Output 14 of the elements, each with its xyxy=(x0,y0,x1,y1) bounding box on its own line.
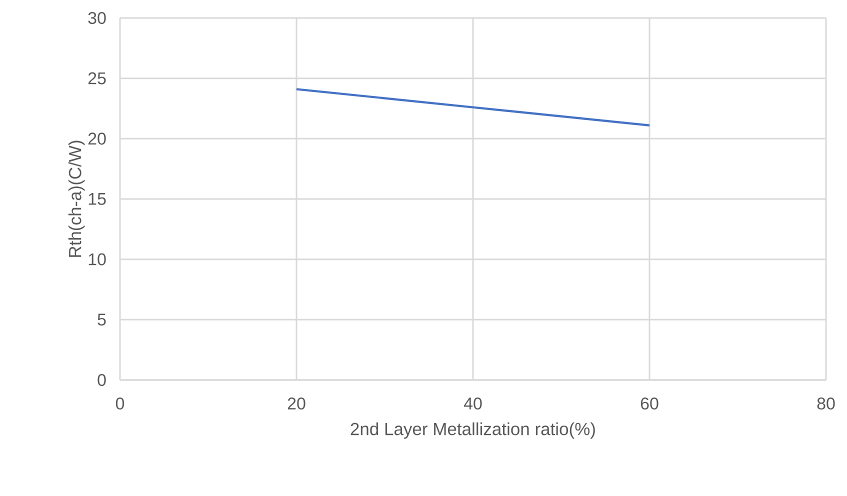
y-tick-label: 30 xyxy=(88,12,106,24)
y-tick-label: 25 xyxy=(88,72,106,84)
x-tick-label: 0 xyxy=(116,398,124,410)
y-tick-label: 10 xyxy=(88,253,106,266)
y-tick-label: 15 xyxy=(88,193,106,205)
y-axis-title: Rth(ch-a)(C/W) xyxy=(68,140,85,257)
x-tick-label: 20 xyxy=(288,398,306,410)
x-axis-title: 2nd Layer Metallization ratio(%) xyxy=(350,422,595,439)
y-tick-label: 0 xyxy=(98,374,106,386)
y-tick-label: 5 xyxy=(98,314,106,326)
x-tick-label: 80 xyxy=(817,398,835,410)
y-tick-label: 20 xyxy=(88,132,106,145)
x-tick-label: 40 xyxy=(464,398,482,410)
x-tick-label: 60 xyxy=(640,398,658,410)
